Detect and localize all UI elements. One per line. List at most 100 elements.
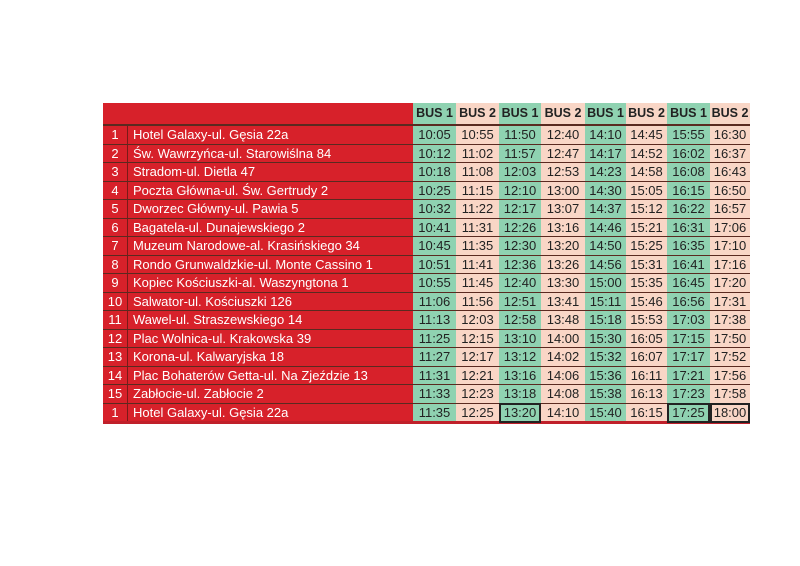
departure-time: 15:05	[626, 181, 667, 200]
departure-time: 11:57	[499, 144, 541, 163]
departure-time: 15:12	[626, 199, 667, 219]
stop-number: 10	[103, 292, 128, 311]
departure-time: 14:06	[541, 366, 585, 385]
bus-timetable: BUS 1 BUS 2 BUS 1 BUS 2 BUS 1 BUS 2 BUS 1 BUS 2…	[103, 103, 750, 424]
departure-time: 11:25	[413, 329, 456, 348]
column-header-bus: BUS 1	[499, 103, 541, 126]
departure-time: 14:37	[585, 199, 626, 219]
departure-time: 15:11	[585, 292, 626, 311]
departure-time: 10:25	[413, 181, 456, 200]
column-header-bus: BUS 1	[585, 103, 626, 126]
departure-time: 15:40	[585, 403, 626, 424]
stop-name: Św. Wawrzyńca-ul. Starowiślna 84	[127, 144, 413, 163]
departure-time: 11:22	[456, 199, 499, 219]
departure-time: 17:10	[710, 236, 750, 256]
departure-time: 14:17	[585, 144, 626, 163]
departure-time: 16:50	[710, 181, 750, 200]
table-row: 2 Św. Wawrzyńca-ul. Starowiślna 84 10:12 11…	[103, 144, 750, 163]
column-header-bus: BUS 1	[413, 103, 456, 126]
departure-time: 12:03	[499, 162, 541, 182]
stop-number: 13	[103, 347, 128, 367]
departure-time: 13:20	[541, 236, 585, 256]
departure-time: 13:16	[499, 366, 541, 385]
departure-time: 13:12	[499, 347, 541, 367]
departure-time: 15:31	[626, 255, 667, 274]
stop-number: 12	[103, 329, 128, 348]
departure-time: 16:57	[710, 199, 750, 219]
stop-number: 2	[103, 144, 128, 163]
departure-time: 12:10	[499, 181, 541, 200]
departure-time: 10:51	[413, 255, 456, 274]
departure-time: 16:31	[667, 218, 710, 237]
departure-time: 16:41	[667, 255, 710, 274]
departure-time: 15:25	[626, 236, 667, 256]
stop-name: Hotel Galaxy-ul. Gęsia 22a	[127, 403, 413, 424]
stop-number: 15	[103, 384, 128, 404]
stop-number: 11	[103, 310, 128, 330]
table-row: 3 Stradom-ul. Dietla 47 10:18 11:08 12:03 12:…	[103, 162, 750, 182]
departure-time: 12:36	[499, 255, 541, 274]
departure-time: 12:17	[456, 347, 499, 367]
stop-number: 4	[103, 181, 128, 200]
departure-time: 17:25	[667, 403, 710, 424]
column-header-bus: BUS 2	[541, 103, 585, 126]
departure-time: 15:30	[585, 329, 626, 348]
table-row: 15 Zabłocie-ul. Zabłocie 2 11:33 12:23 13:18…	[103, 384, 750, 404]
departure-time: 16:43	[710, 162, 750, 182]
departure-time: 17:31	[710, 292, 750, 311]
departure-time: 16:56	[667, 292, 710, 311]
stop-name: Korona-ul. Kalwaryjska 18	[127, 347, 413, 367]
departure-time: 16:15	[626, 403, 667, 424]
departure-time: 17:38	[710, 310, 750, 330]
departure-time: 16:02	[667, 144, 710, 163]
stop-name: Hotel Galaxy-ul. Gęsia 22a	[127, 125, 413, 145]
stop-name: Wawel-ul. Straszewskiego 14	[127, 310, 413, 330]
stop-number: 9	[103, 273, 128, 293]
departure-time: 11:31	[413, 366, 456, 385]
departure-time: 15:32	[585, 347, 626, 367]
departure-time: 17:23	[667, 384, 710, 404]
departure-time: 12:03	[456, 310, 499, 330]
departure-time: 14:50	[585, 236, 626, 256]
departure-time: 15:53	[626, 310, 667, 330]
stop-number: 7	[103, 236, 128, 256]
departure-time: 12:40	[499, 273, 541, 293]
column-header-bus: BUS 1	[667, 103, 710, 126]
departure-time: 13:30	[541, 273, 585, 293]
departure-time: 13:00	[541, 181, 585, 200]
stop-name: Salwator-ul. Kościuszki 126	[127, 292, 413, 311]
stop-name: Plac Wolnica-ul. Krakowska 39	[127, 329, 413, 348]
departure-time: 13:20	[499, 403, 541, 424]
departure-time: 12:23	[456, 384, 499, 404]
departure-time: 17:06	[710, 218, 750, 237]
departure-time: 18:00	[710, 403, 750, 424]
stop-number: 8	[103, 255, 128, 274]
departure-time: 13:26	[541, 255, 585, 274]
stop-number: 6	[103, 218, 128, 237]
departure-time: 17:56	[710, 366, 750, 385]
stop-number: 3	[103, 162, 128, 182]
departure-time: 10:32	[413, 199, 456, 219]
departure-time: 17:21	[667, 366, 710, 385]
departure-time: 15:00	[585, 273, 626, 293]
departure-time: 16:45	[667, 273, 710, 293]
departure-time: 13:10	[499, 329, 541, 348]
stop-name: Poczta Główna-ul. Św. Gertrudy 2	[127, 181, 413, 200]
table-row: 4 Poczta Główna-ul. Św. Gertrudy 2 10:25 11…	[103, 181, 750, 200]
departure-time: 12:21	[456, 366, 499, 385]
departure-time: 17:03	[667, 310, 710, 330]
column-header-bus: BUS 2	[710, 103, 750, 126]
departure-time: 14:58	[626, 162, 667, 182]
stop-name: Muzeum Narodowe-al. Krasińskiego 34	[127, 236, 413, 256]
departure-time: 11:02	[456, 144, 499, 163]
departure-time: 15:36	[585, 366, 626, 385]
header-row: BUS 1 BUS 2 BUS 1 BUS 2 BUS 1 BUS 2 BUS 1 BUS 2	[103, 103, 750, 126]
stop-name: Zabłocie-ul. Zabłocie 2	[127, 384, 413, 404]
departure-time: 17:50	[710, 329, 750, 348]
departure-time: 14:10	[585, 125, 626, 145]
departure-time: 13:48	[541, 310, 585, 330]
departure-time: 11:27	[413, 347, 456, 367]
departure-time: 12:17	[499, 199, 541, 219]
departure-time: 16:22	[667, 199, 710, 219]
column-header-bus: BUS 2	[626, 103, 667, 126]
